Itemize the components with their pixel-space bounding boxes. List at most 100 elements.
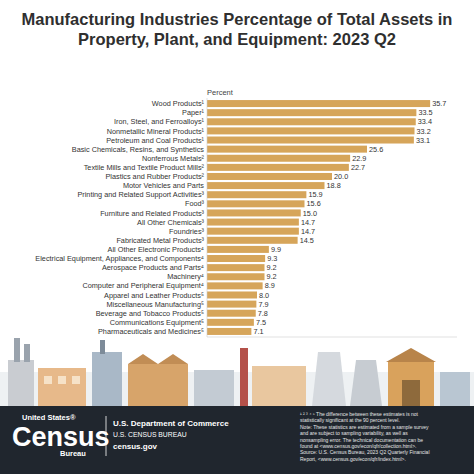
bar <box>207 146 367 153</box>
website: census.gov <box>113 442 158 451</box>
illustration-shape <box>240 348 248 406</box>
bar <box>207 264 265 271</box>
data-label: 7.5 <box>256 318 266 327</box>
footnote: nonsampling error. The technical documen… <box>300 437 423 443</box>
data-label: 22.7 <box>351 163 365 172</box>
illustration-shape <box>14 338 20 362</box>
category-label: Motor Vehicles and Parts <box>123 181 204 190</box>
illustration-shape <box>100 340 105 354</box>
data-label: 33.4 <box>418 117 432 126</box>
data-label: 9.3 <box>267 254 277 263</box>
category-label: Communications Equipment⁵ <box>110 318 204 327</box>
logo-top: United States® <box>22 413 76 422</box>
bar <box>207 127 415 134</box>
category-label: Basic Chemicals, Resins, and Synthetics <box>72 145 205 154</box>
category-label: Furniture and Related Products³ <box>100 209 204 218</box>
category-label: Apparel and Leather Products⁵ <box>104 291 204 300</box>
data-label: 35.7 <box>432 99 446 108</box>
category-label: Iron, Steel, and Ferroalloys¹ <box>114 117 205 126</box>
bar <box>207 228 299 235</box>
bar <box>207 191 306 198</box>
category-label: Petroleum and Coal Products¹ <box>106 136 204 145</box>
bar <box>207 200 305 207</box>
category-label: Fabricated Metal Products³ <box>116 236 204 245</box>
footnote: and are subject to sampling variability,… <box>300 430 408 436</box>
illustration-shape <box>128 364 188 406</box>
data-label: 9.2 <box>267 263 277 272</box>
bar <box>207 173 332 180</box>
bar <box>207 109 416 116</box>
data-label: 33.2 <box>417 127 431 136</box>
background <box>0 0 474 474</box>
category-label: Nonmetallic Mineral Products¹ <box>107 127 205 136</box>
category-label: Printing and Related Support Activities³ <box>77 190 204 199</box>
illustration-shape <box>312 352 346 406</box>
data-label: 33.1 <box>416 136 430 145</box>
bar <box>207 255 265 262</box>
data-label: 20.0 <box>334 172 348 181</box>
title: Manufacturing Industries Percentage of T… <box>22 10 453 48</box>
department: U.S. Department of Commerce <box>113 419 229 428</box>
bar <box>207 273 265 280</box>
illustration-shape <box>72 376 80 384</box>
category-label: All Other Chemicals³ <box>137 218 204 227</box>
bars <box>207 100 430 335</box>
illustration-shape <box>350 360 382 406</box>
illustration-shape <box>92 352 122 406</box>
footnote: ¹ ² ³ ⁴ ⁵ The difference between these e… <box>300 411 419 417</box>
footnote: Note: These statistics are estimated fro… <box>300 424 429 430</box>
data-label: 15.0 <box>303 209 317 218</box>
bar <box>207 137 414 144</box>
category-label: Plastics and Rubber Products² <box>105 172 204 181</box>
bar <box>207 219 299 226</box>
illustration-shape <box>24 344 30 362</box>
category-label: Paper¹ <box>182 108 204 117</box>
data-label: 18.8 <box>327 181 341 190</box>
logo-bottom: Bureau <box>60 449 86 458</box>
bar <box>207 118 416 125</box>
bar <box>207 237 298 244</box>
bar <box>207 328 251 335</box>
bar <box>207 100 430 107</box>
illustration-shape <box>8 360 34 406</box>
bar <box>207 282 263 289</box>
data-label: 8.0 <box>259 291 269 300</box>
divider <box>106 416 107 456</box>
bar <box>207 291 257 298</box>
category-label: Wood Products¹ <box>152 99 205 108</box>
category-label: Aerospace Products and Parts⁴ <box>102 263 204 272</box>
title-line: Property, Plant, and Equipment: 2023 Q2 <box>78 30 396 48</box>
data-label: 25.6 <box>369 145 383 154</box>
footnote: statistically significant at the 90 perc… <box>300 417 400 423</box>
bar <box>207 310 256 317</box>
category-label: Beverage and Tobacco Products⁵ <box>96 309 204 318</box>
bar <box>207 164 349 171</box>
category-label: Machinery⁴ <box>167 272 204 281</box>
category-label: Pharmaceuticals and Medicines⁵ <box>98 327 204 336</box>
illustration-shape <box>38 368 86 406</box>
axis-label: Percent <box>207 88 234 97</box>
data-label: 14.7 <box>301 218 315 227</box>
data-label: 22.9 <box>352 154 366 163</box>
category-label: Food³ <box>185 199 205 208</box>
category-label: Textile Mills and Textile Product Mills² <box>84 163 205 172</box>
data-label: 15.6 <box>307 199 321 208</box>
footnote: found at <www.census.gov/econ/qfr/collec… <box>300 443 416 449</box>
bar <box>207 319 254 326</box>
category-label: All Other Electronic Products⁴ <box>108 245 204 254</box>
x-axis-line <box>207 337 457 338</box>
category-label: Foundries³ <box>169 227 204 236</box>
category-label: Electrical Equipment, Appliances, and Co… <box>35 254 204 263</box>
data-label: 15.9 <box>308 190 322 199</box>
bar <box>207 182 325 189</box>
bar <box>207 155 350 162</box>
baseline <box>207 98 208 337</box>
illustration <box>0 338 474 406</box>
bureau: U.S. CENSUS BUREAU <box>113 431 187 438</box>
data-label: 33.5 <box>418 108 432 117</box>
data-label: 8.9 <box>265 281 275 290</box>
illustration-shape <box>194 370 234 406</box>
chart: Manufacturing Industries Percentage of T… <box>0 0 474 474</box>
data-label: 14.5 <box>300 236 314 245</box>
illustration-shape <box>402 380 420 406</box>
